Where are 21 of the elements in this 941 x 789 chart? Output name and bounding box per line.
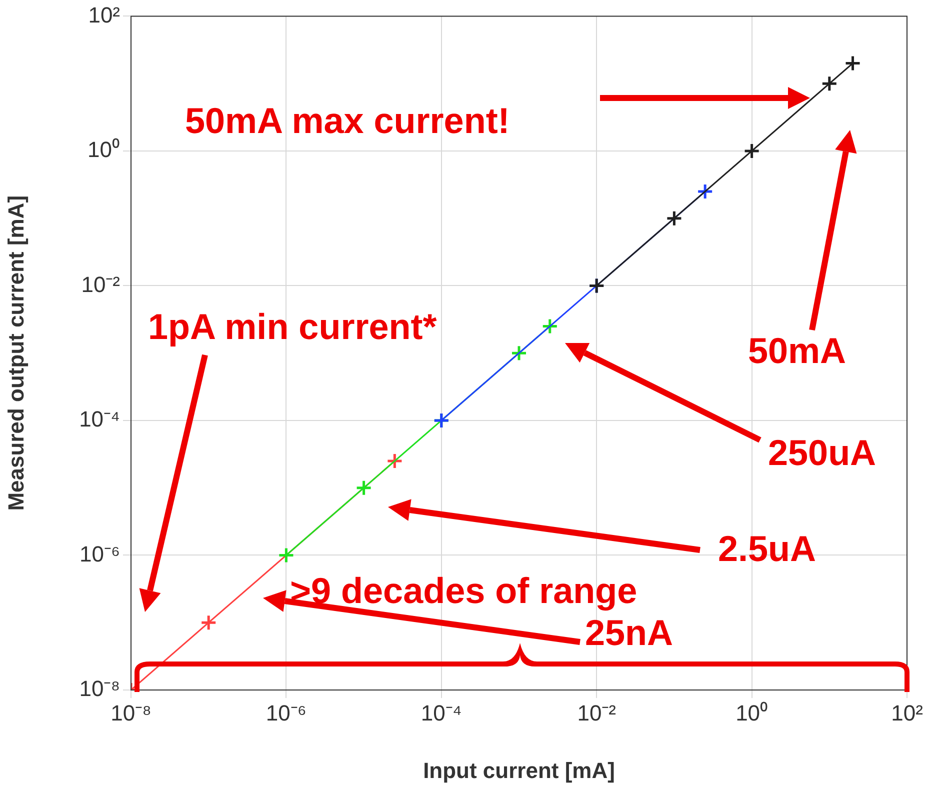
- y-tick-label: 10²: [88, 2, 120, 28]
- annotation: 50mA: [748, 330, 846, 372]
- y-tick-label: 10⁻⁶: [79, 541, 120, 566]
- x-axis-title: Input current [mA]: [423, 758, 615, 783]
- y-tick-label: 10⁻⁴: [79, 406, 120, 432]
- y-tick-label: 10⁻⁸: [79, 676, 120, 702]
- y-tick-label: 10⁻²: [81, 272, 120, 297]
- x-tick-label: 10⁻²: [577, 700, 616, 726]
- annotation: 25nA: [585, 612, 674, 654]
- annotation: 250uA: [768, 432, 876, 474]
- x-tick-label: 10⁻⁴: [420, 700, 462, 726]
- x-tick-label: 10⁻⁶: [266, 700, 306, 726]
- y-axis-title: Measured output current [mA]: [3, 195, 28, 511]
- x-tick-label: 10⁰: [736, 700, 768, 726]
- x-tick-label: 10⁻⁸: [110, 700, 152, 726]
- annotation: >9 decades of range: [290, 570, 638, 612]
- y-tick-label: 10⁰: [88, 137, 120, 162]
- annotation: 1pA min current*: [148, 306, 437, 348]
- annotation: 50mA max current!: [185, 100, 510, 142]
- x-tick-label: 10²: [891, 700, 923, 726]
- annotation: 2.5uA: [718, 528, 816, 570]
